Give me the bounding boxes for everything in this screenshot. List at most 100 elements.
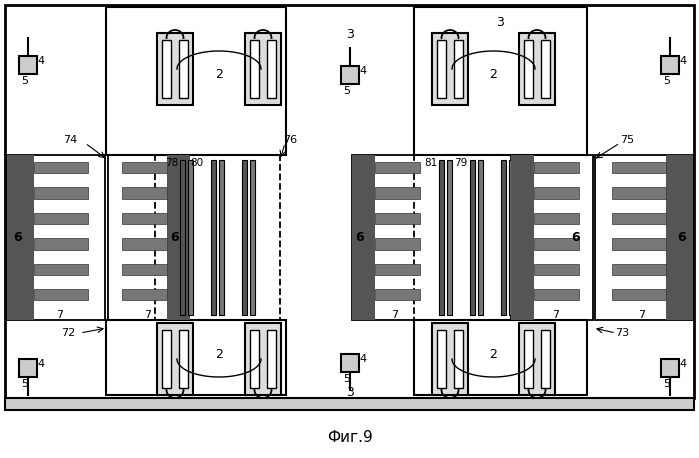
- Bar: [511, 155, 593, 320]
- Bar: [534, 263, 579, 275]
- Bar: [7, 155, 34, 320]
- Text: 4: 4: [359, 354, 366, 364]
- Text: 6: 6: [14, 231, 22, 244]
- Bar: [375, 238, 420, 250]
- Text: 72: 72: [61, 328, 75, 338]
- Bar: [162, 40, 171, 98]
- Text: 2: 2: [215, 348, 223, 360]
- Bar: [162, 330, 171, 388]
- Bar: [167, 155, 190, 320]
- Bar: [34, 263, 88, 275]
- Bar: [108, 155, 190, 320]
- Bar: [501, 160, 506, 315]
- Text: 2: 2: [489, 348, 498, 360]
- Text: 5: 5: [343, 374, 350, 384]
- Text: 7: 7: [391, 310, 398, 320]
- Bar: [34, 213, 88, 224]
- Bar: [352, 155, 434, 320]
- Bar: [478, 160, 483, 315]
- Bar: [122, 213, 167, 224]
- Bar: [122, 162, 167, 174]
- Bar: [34, 238, 88, 250]
- Bar: [250, 160, 255, 315]
- Bar: [106, 7, 286, 155]
- Bar: [7, 155, 105, 320]
- Bar: [519, 323, 555, 395]
- Bar: [439, 160, 444, 315]
- Bar: [519, 33, 555, 105]
- Text: 7: 7: [57, 310, 64, 320]
- Bar: [245, 33, 281, 105]
- Bar: [267, 40, 276, 98]
- Bar: [341, 66, 359, 84]
- Text: 75: 75: [620, 135, 634, 145]
- Text: 4: 4: [679, 56, 686, 66]
- Bar: [245, 323, 281, 395]
- Bar: [375, 187, 420, 199]
- Text: 76: 76: [283, 135, 297, 145]
- Bar: [534, 187, 579, 199]
- Text: 3: 3: [496, 16, 504, 28]
- Text: 81: 81: [424, 158, 438, 168]
- Text: 5: 5: [22, 379, 29, 389]
- Bar: [122, 263, 167, 275]
- Text: 3: 3: [346, 28, 354, 42]
- Bar: [524, 330, 533, 388]
- Bar: [541, 330, 550, 388]
- Text: 79: 79: [454, 158, 467, 168]
- Bar: [612, 162, 665, 174]
- Bar: [447, 160, 452, 315]
- Bar: [375, 213, 420, 224]
- Bar: [534, 162, 579, 174]
- Bar: [5, 398, 694, 410]
- Bar: [341, 354, 359, 372]
- Text: 74: 74: [63, 135, 77, 145]
- Bar: [34, 187, 88, 199]
- Bar: [375, 289, 420, 300]
- Bar: [661, 359, 679, 377]
- Bar: [454, 40, 463, 98]
- Text: Фиг.9: Фиг.9: [326, 431, 373, 446]
- Bar: [534, 238, 579, 250]
- Bar: [19, 359, 37, 377]
- Text: 4: 4: [38, 359, 45, 369]
- Bar: [179, 40, 188, 98]
- Bar: [243, 160, 247, 315]
- Bar: [595, 155, 693, 320]
- Bar: [612, 187, 665, 199]
- Text: 5: 5: [343, 86, 350, 96]
- Bar: [541, 40, 550, 98]
- Text: 4: 4: [38, 56, 45, 66]
- Bar: [432, 323, 468, 395]
- Bar: [524, 40, 533, 98]
- Bar: [612, 289, 665, 300]
- Text: 6: 6: [356, 231, 364, 244]
- Bar: [219, 160, 224, 315]
- Text: 4: 4: [679, 359, 686, 369]
- Bar: [19, 56, 37, 74]
- Text: 6: 6: [572, 231, 580, 244]
- Text: 73: 73: [615, 328, 629, 338]
- Text: 4: 4: [359, 66, 366, 76]
- Text: 6: 6: [678, 231, 686, 244]
- Bar: [432, 33, 468, 105]
- Bar: [157, 323, 193, 395]
- Bar: [157, 33, 193, 105]
- Text: 7: 7: [145, 310, 152, 320]
- Text: 5: 5: [663, 76, 670, 86]
- Text: 2: 2: [489, 67, 498, 81]
- Bar: [612, 263, 665, 275]
- Bar: [437, 330, 446, 388]
- Text: 7: 7: [638, 310, 646, 320]
- Bar: [454, 330, 463, 388]
- Bar: [375, 263, 420, 275]
- Bar: [122, 289, 167, 300]
- Bar: [352, 155, 375, 320]
- Bar: [180, 160, 185, 315]
- Bar: [510, 160, 514, 315]
- Bar: [511, 155, 534, 320]
- Bar: [612, 213, 665, 224]
- Bar: [437, 40, 446, 98]
- Bar: [250, 330, 259, 388]
- Bar: [534, 213, 579, 224]
